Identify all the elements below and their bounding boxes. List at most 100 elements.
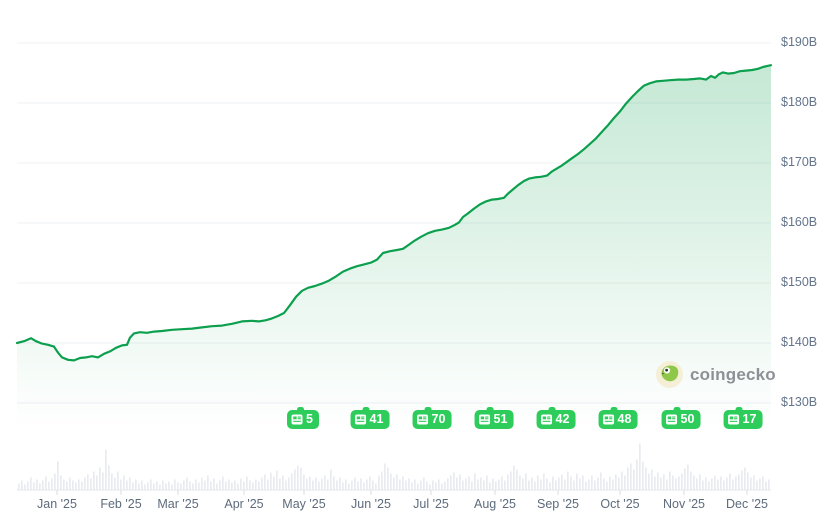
volume-bar: [102, 472, 104, 490]
news-count-badge[interactable]: 50: [661, 407, 701, 429]
volume-bar: [477, 479, 479, 490]
news-count-badge[interactable]: 42: [536, 407, 576, 429]
volume-bar: [315, 477, 317, 490]
volume-bar: [96, 475, 98, 490]
volume-bar: [537, 475, 539, 490]
news-count-badge[interactable]: 51: [474, 407, 514, 429]
volume-bar: [105, 449, 107, 490]
news-count-badge[interactable]: 5: [287, 407, 319, 429]
news-count-badge[interactable]: 48: [598, 407, 638, 429]
volume-bar: [522, 478, 524, 490]
news-count-badge[interactable]: 70: [412, 407, 452, 429]
volume-bar: [177, 482, 179, 490]
volume-bar: [510, 471, 512, 490]
volume-bar: [423, 477, 425, 490]
volume-bar: [702, 480, 704, 490]
volume-bar: [600, 472, 602, 490]
volume-bar: [225, 481, 227, 490]
volume-bar: [114, 477, 116, 490]
volume-bar: [558, 477, 560, 490]
news-count-badge[interactable]: 41: [350, 407, 390, 429]
volume-bar: [168, 481, 170, 490]
volume-bar: [528, 480, 530, 490]
volume-bar: [531, 477, 533, 490]
volume-bar: [300, 467, 302, 490]
volume-bar: [447, 478, 449, 490]
area-fill: [17, 65, 771, 429]
volume-bar: [33, 482, 35, 490]
volume-bar: [123, 475, 125, 490]
x-axis-label: Dec '25: [726, 497, 768, 511]
volume-bar: [765, 481, 767, 490]
volume-bar: [99, 467, 101, 490]
volume-bar: [534, 481, 536, 490]
news-count-badge[interactable]: 17: [723, 407, 763, 429]
volume-bar: [81, 481, 83, 490]
volume-bar: [39, 483, 41, 490]
volume-bar: [675, 478, 677, 490]
coingecko-watermark-text: coingecko: [690, 364, 776, 384]
volume-bar: [405, 480, 407, 490]
volume-bar: [516, 469, 518, 490]
volume-bar: [552, 476, 554, 490]
news-count: 42: [555, 412, 570, 426]
volume-bar: [294, 469, 296, 490]
volume-bar: [249, 480, 251, 490]
volume-bar: [72, 480, 74, 490]
volume-bar: [219, 480, 221, 490]
volume-bar: [207, 475, 209, 490]
volume-bar: [390, 473, 392, 490]
news-icon: [666, 414, 678, 425]
volume-bar: [183, 480, 185, 490]
volume-bar: [138, 483, 140, 490]
volume-bar: [726, 477, 728, 490]
volume-bar: [540, 479, 542, 490]
volume-bar: [618, 477, 620, 490]
volume-bar: [426, 481, 428, 490]
volume-bar: [714, 475, 716, 490]
volume-bar: [231, 482, 233, 490]
volume-bar: [51, 478, 53, 490]
volume-bar: [606, 481, 608, 490]
volume-bar: [657, 472, 659, 490]
volume-bar: [333, 476, 335, 490]
volume-bar: [354, 477, 356, 490]
volume-bar: [303, 474, 305, 490]
volume-bar: [753, 475, 755, 490]
volume-bar: [63, 479, 65, 490]
volume-bar: [30, 477, 32, 490]
news-icon: [417, 414, 429, 425]
volume-bar: [720, 476, 722, 490]
volume-bar: [681, 473, 683, 490]
volume-bar: [624, 475, 626, 490]
volume-bar: [120, 479, 122, 490]
volume-bar: [762, 476, 764, 490]
volume-bar: [513, 465, 515, 490]
volume-bar: [75, 482, 77, 490]
volume-bar: [429, 484, 431, 490]
volume-bar: [162, 480, 164, 490]
volume-bar: [396, 474, 398, 490]
volume-bar: [132, 482, 134, 490]
volume-bar: [255, 479, 257, 490]
badge-pointer: [296, 407, 304, 415]
volume-bar: [525, 473, 527, 490]
badge-pointer: [735, 407, 743, 415]
volume-bar: [330, 469, 332, 490]
volume-bar: [687, 464, 689, 490]
volume-bar: [108, 465, 110, 490]
volume-bar: [366, 479, 368, 490]
volume-bar: [339, 477, 341, 490]
volume-bar: [372, 480, 374, 490]
volume-bar: [54, 473, 56, 490]
volume-bar: [240, 478, 242, 490]
volume-bar: [768, 479, 770, 490]
news-count: 70: [431, 412, 446, 426]
volume-bar: [84, 477, 86, 490]
volume-bar: [282, 475, 284, 490]
coingecko-logo-icon: [656, 361, 683, 388]
news-icon: [541, 414, 553, 425]
volume-bar: [588, 479, 590, 490]
volume-bar: [567, 471, 569, 490]
